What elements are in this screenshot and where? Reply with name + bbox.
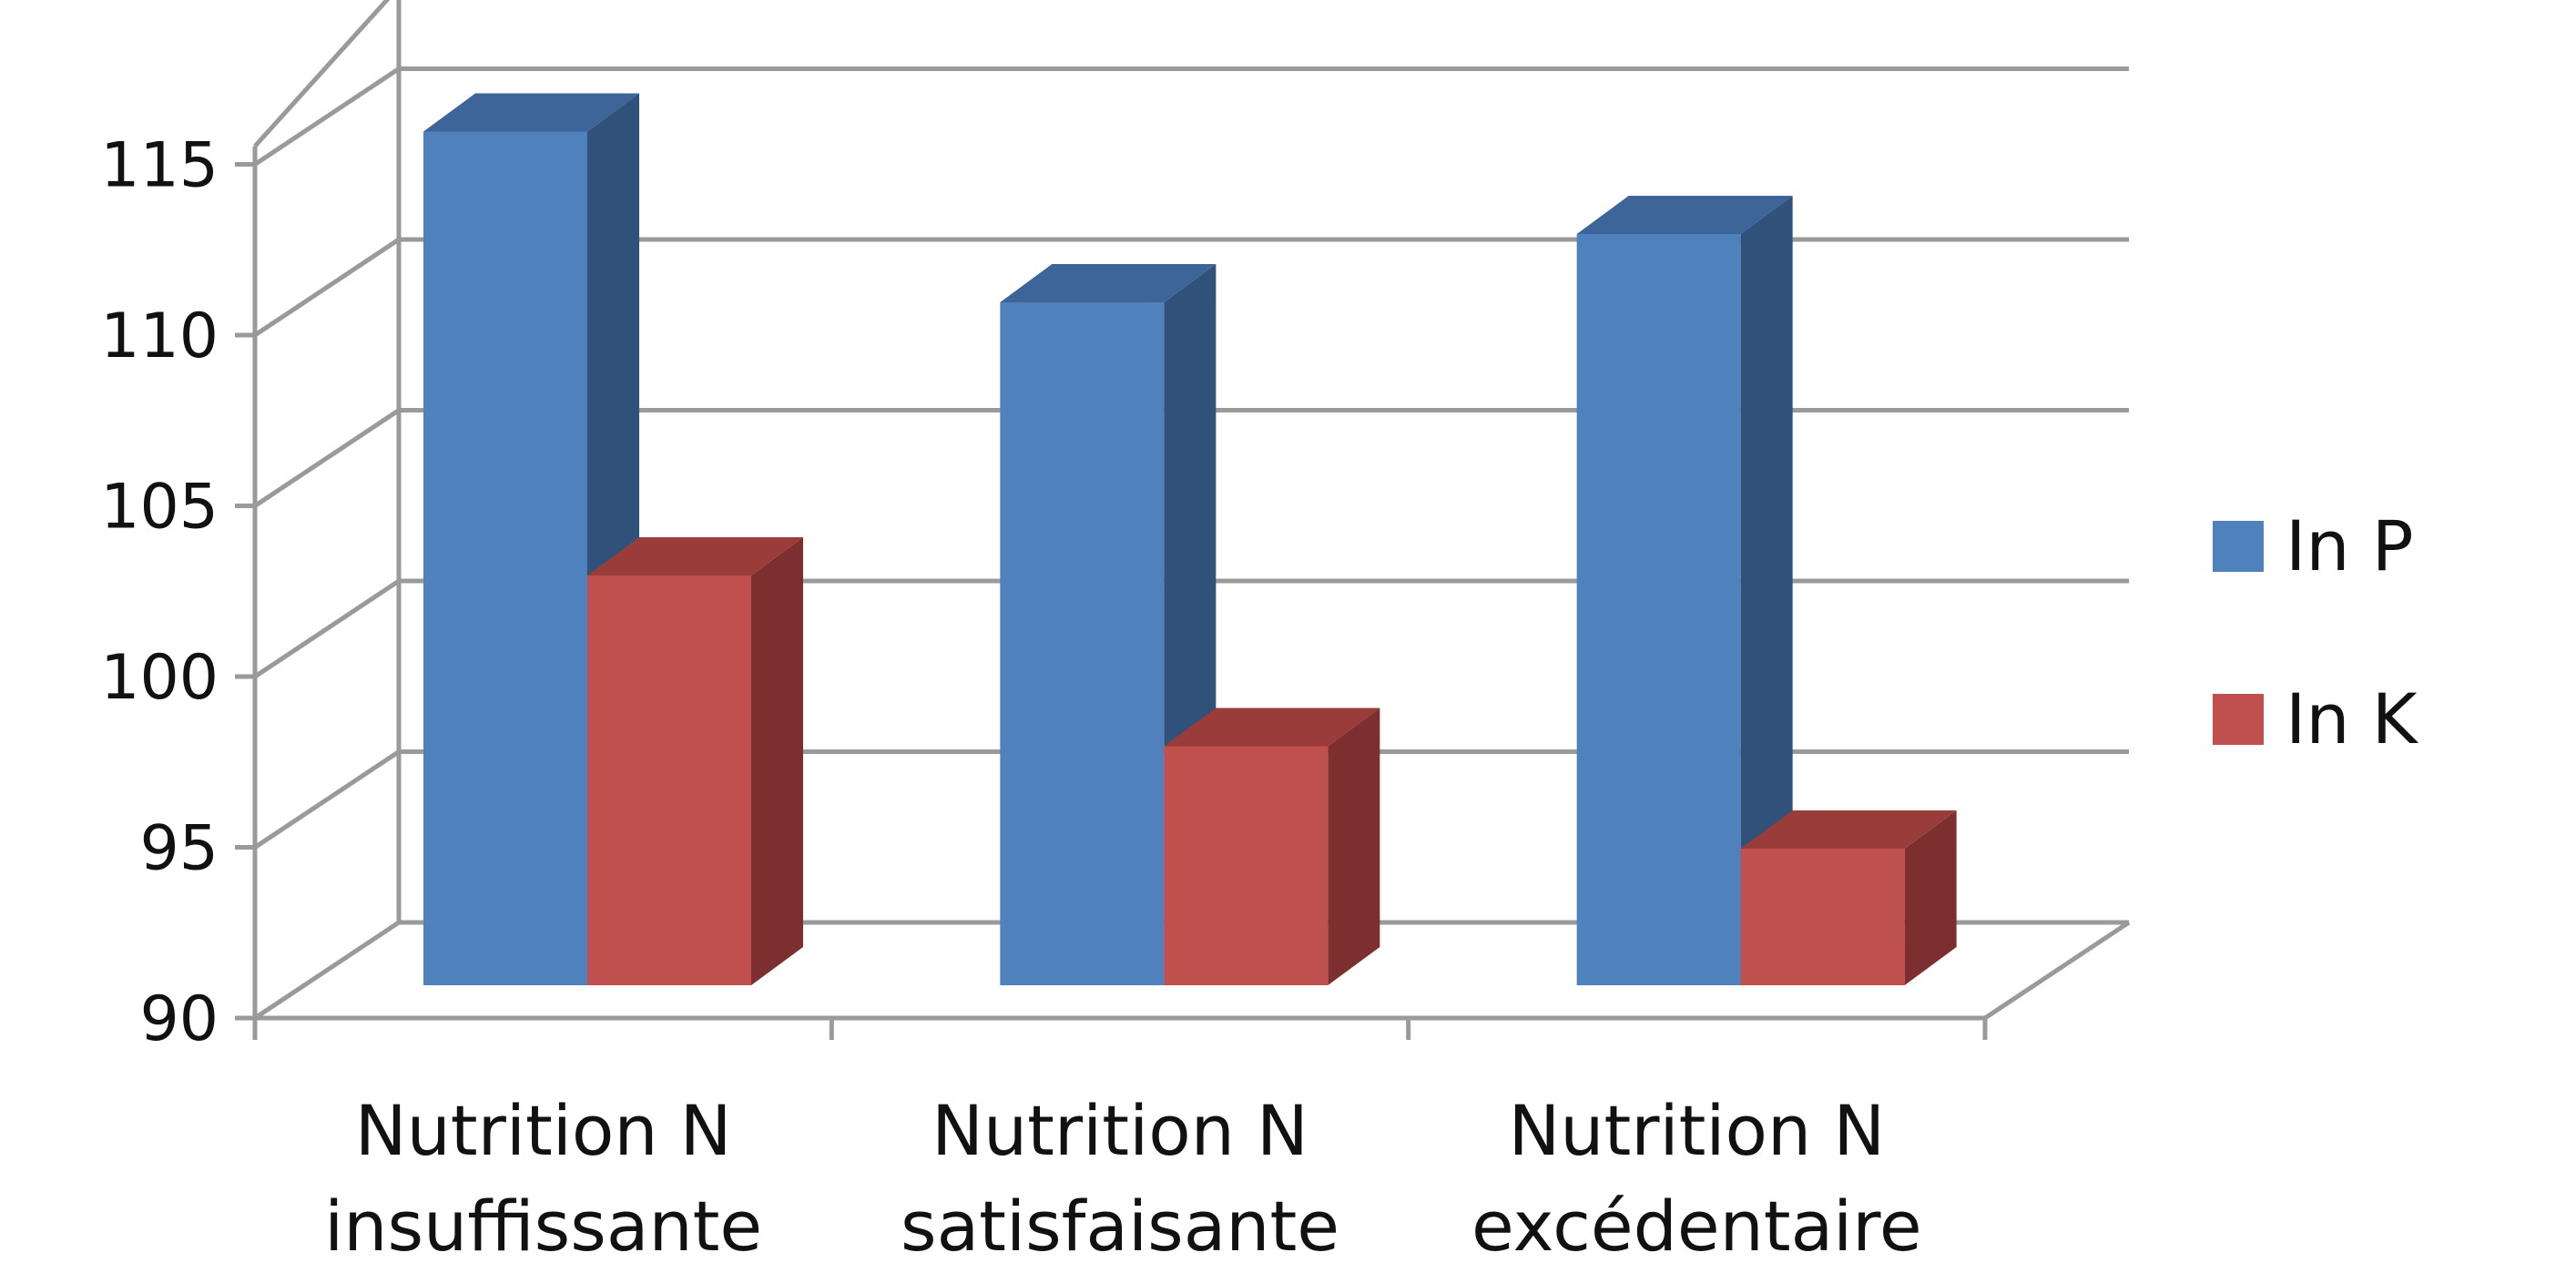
bar-side — [1904, 810, 1957, 985]
y-tick-label: 105 — [100, 472, 219, 544]
x-tick-label: Nutrition N insuffissante — [324, 1090, 762, 1267]
x-tick-label: Nutrition N excédentaire — [1471, 1090, 1922, 1267]
y-tick-label: 100 — [100, 642, 219, 714]
side-wall-top-edge — [253, 0, 391, 148]
gridline-side — [253, 66, 401, 167]
bar — [587, 537, 803, 985]
gridline-side — [253, 920, 401, 1021]
bar-front — [1740, 849, 1905, 985]
legend: In P In K — [2213, 505, 2419, 759]
legend-swatch — [2213, 521, 2264, 572]
x-tick-label-line: Nutrition N — [932, 1090, 1308, 1171]
x-tick-label-line: Nutrition N — [355, 1090, 732, 1171]
legend-label: In K — [2286, 678, 2419, 759]
gridline-side — [253, 408, 401, 508]
bar-top — [1740, 810, 1957, 849]
legend-swatch — [2213, 694, 2264, 745]
gridline-side — [253, 578, 401, 679]
legend-item: In K — [2213, 678, 2419, 759]
bar-front — [1164, 746, 1329, 985]
chart-walls — [252, 0, 402, 1018]
x-tick-label-line: satisfaisante — [901, 1186, 1339, 1267]
legend-item: In P — [2213, 505, 2414, 586]
bar-front — [1576, 234, 1741, 985]
bar — [1164, 708, 1380, 985]
bar — [1740, 810, 1957, 985]
gridline-side — [253, 237, 401, 338]
y-tick-label: 110 — [100, 300, 219, 372]
bar-side — [751, 537, 803, 985]
bar-side — [1740, 196, 1793, 985]
x-axis-tick-labels: Nutrition N insuffissante Nutrition N satis… — [252, 1018, 1988, 1267]
y-tick-label: 115 — [100, 130, 219, 202]
x-tick-label-line: insuffissante — [324, 1186, 762, 1267]
floor-right-edge — [1983, 920, 2131, 1021]
bar-top — [1164, 708, 1380, 747]
bar-front — [423, 131, 587, 985]
bar-front — [587, 575, 751, 985]
bar-front — [1000, 302, 1165, 985]
x-tick-label: Nutrition N satisfaisante — [901, 1090, 1339, 1267]
bar-side — [1328, 708, 1380, 985]
gridline-side — [253, 749, 401, 850]
bar — [1576, 196, 1793, 985]
x-tick-label-line: Nutrition N — [1508, 1090, 1885, 1171]
y-tick-label: 90 — [139, 983, 219, 1055]
bar-top — [587, 537, 803, 575]
x-tick-label-line: excédentaire — [1471, 1186, 1922, 1267]
y-tick-label: 95 — [139, 813, 219, 885]
y-axis-tick-labels: 90 95 100 105 110 115 — [100, 130, 255, 1055]
bar-top — [1000, 264, 1217, 302]
bar-top — [1576, 196, 1793, 234]
legend-label: In P — [2286, 505, 2414, 586]
bar-series — [423, 93, 1957, 985]
bar-top — [423, 93, 639, 132]
